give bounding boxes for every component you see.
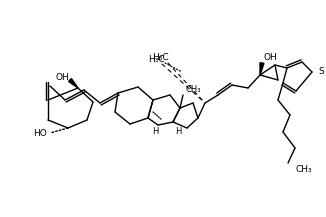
Text: H: H	[152, 128, 158, 136]
Text: H₃C: H₃C	[152, 54, 169, 62]
Text: CH₃: CH₃	[186, 85, 201, 94]
Text: OH: OH	[55, 74, 69, 82]
Text: H: H	[175, 128, 181, 136]
Text: OH: OH	[263, 53, 277, 61]
Polygon shape	[260, 63, 264, 75]
Text: S: S	[318, 67, 324, 77]
Text: CH₃: CH₃	[296, 166, 313, 174]
Text: H₃C: H₃C	[148, 56, 165, 64]
Text: HO: HO	[33, 128, 47, 138]
Polygon shape	[68, 79, 78, 88]
